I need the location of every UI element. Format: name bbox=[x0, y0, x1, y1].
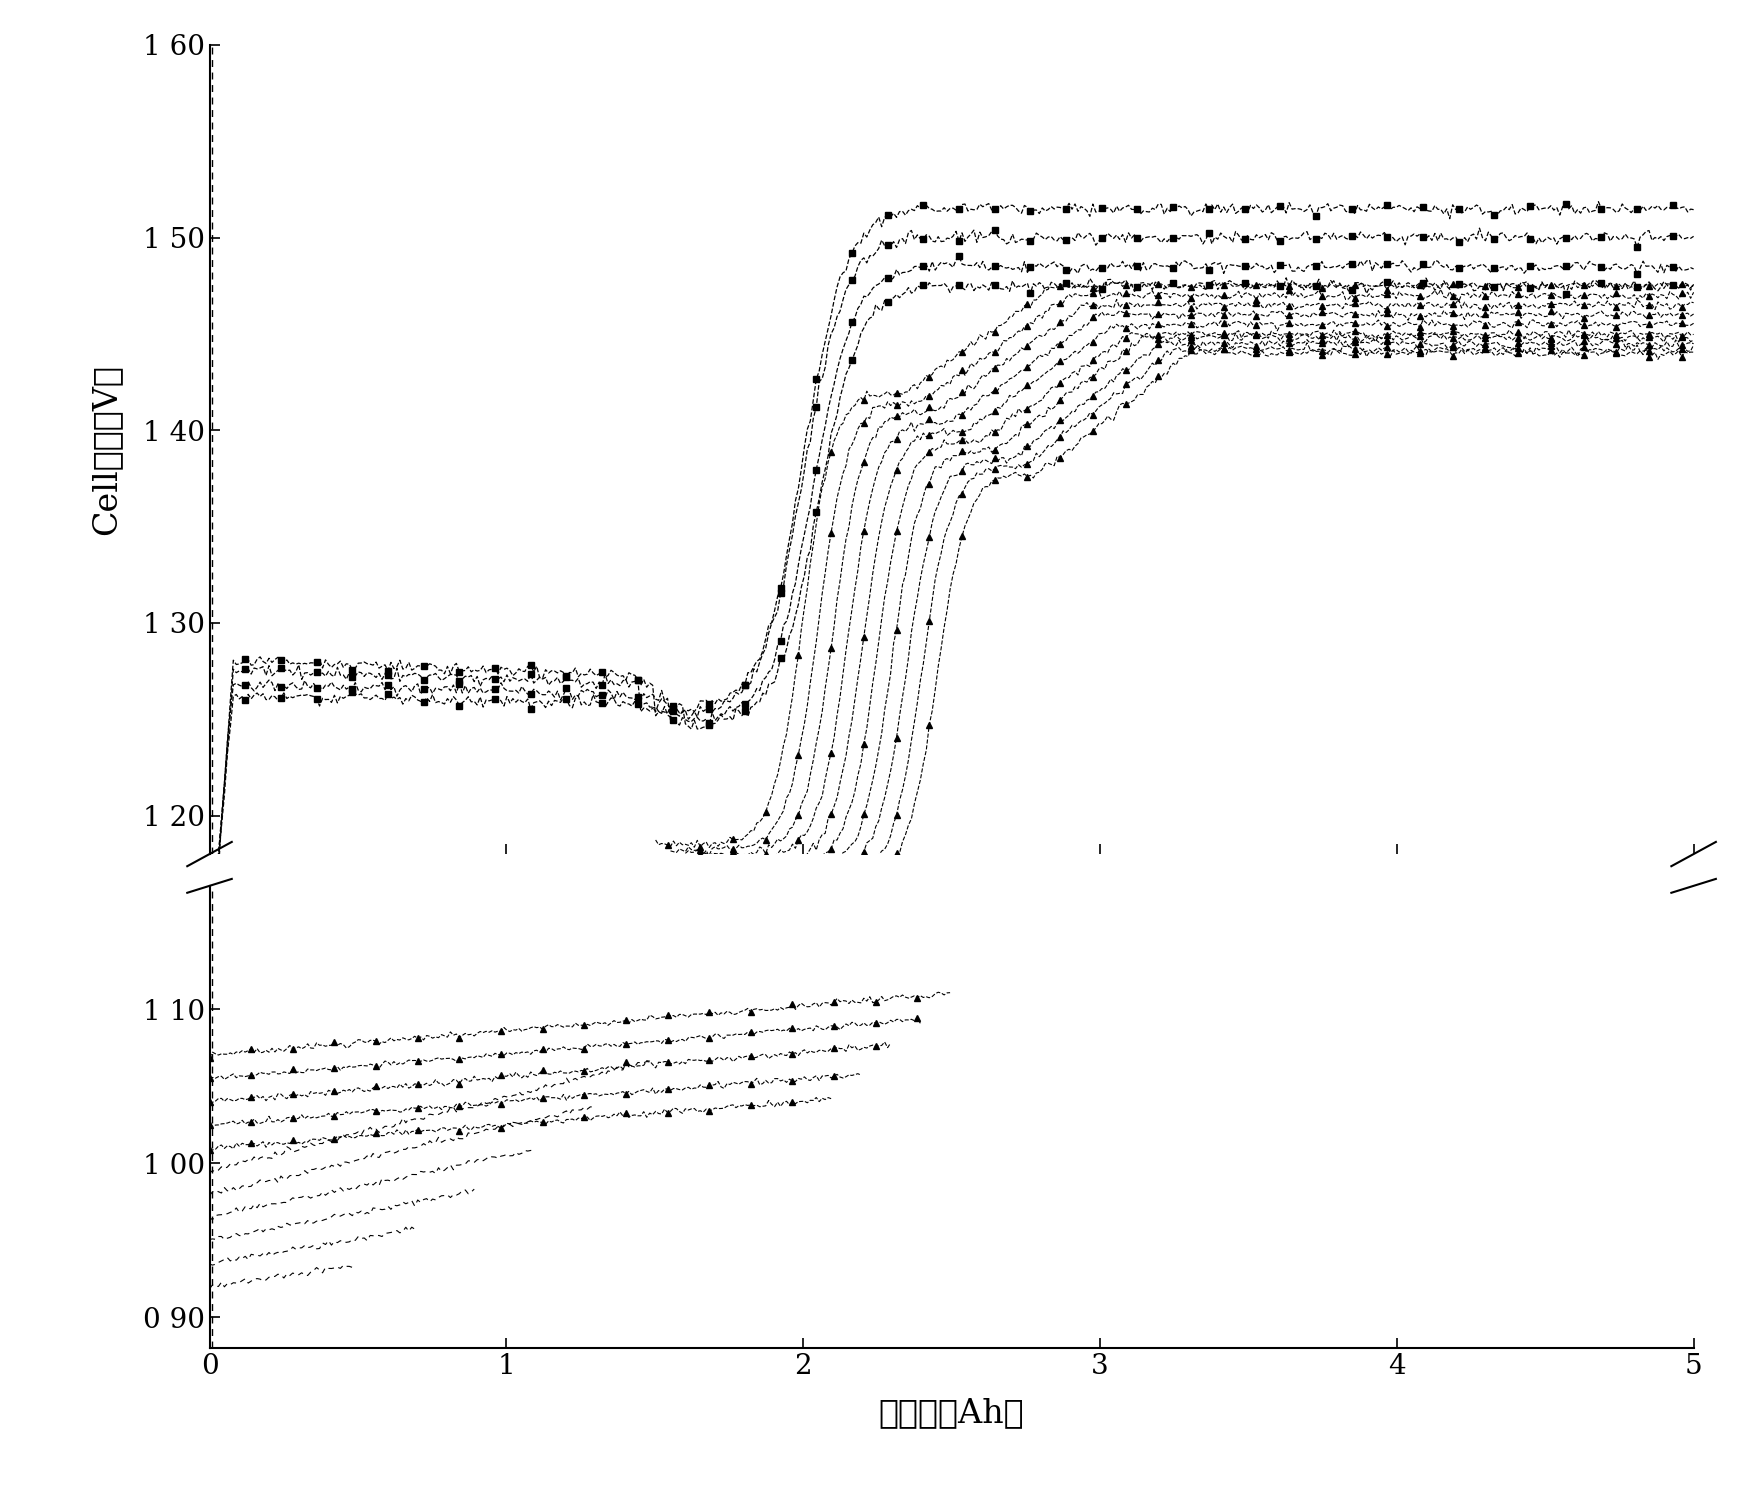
Y-axis label: Cell電圧（V）: Cell電圧（V） bbox=[89, 364, 122, 535]
X-axis label: 充電量（Ah）: 充電量（Ah） bbox=[878, 1396, 1025, 1429]
